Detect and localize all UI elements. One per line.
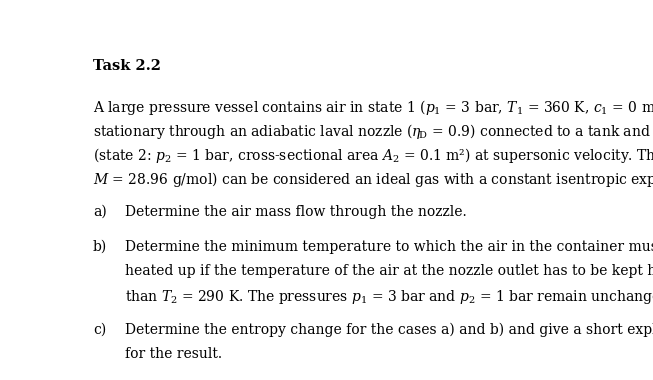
Text: A large pressure vessel contains air in state 1 ($p_1$ = 3 bar, $T_1$ = 360 K, $: A large pressure vessel contains air in … xyxy=(93,98,653,117)
Text: Determine the air mass flow through the nozzle.: Determine the air mass flow through the … xyxy=(125,205,466,219)
Text: b): b) xyxy=(93,240,107,254)
Text: a): a) xyxy=(93,205,106,219)
Text: heated up if the temperature of the air at the nozzle outlet has to be kept high: heated up if the temperature of the air … xyxy=(125,264,653,278)
Text: c): c) xyxy=(93,323,106,337)
Text: (state 2: $p_2$ = 1 bar, cross-sectional area $A_2$ = 0.1 m²) at supersonic velo: (state 2: $p_2$ = 1 bar, cross-sectional… xyxy=(93,146,653,165)
Text: Determine the minimum temperature to which the air in the container must be: Determine the minimum temperature to whi… xyxy=(125,240,653,254)
Text: Task 2.2: Task 2.2 xyxy=(93,59,161,73)
Text: $M$ = 28.96 g/mol) can be considered an ideal gas with a constant isentropic exp: $M$ = 28.96 g/mol) can be considered an … xyxy=(93,170,653,189)
Text: stationary through an adiabatic laval nozzle ($\eta_{\!\mathrm{D}}$ = 0.9) conne: stationary through an adiabatic laval no… xyxy=(93,122,653,141)
Text: than $T_2$ = 290 K. The pressures $p_1$ = 3 bar and $p_2$ = 1 bar remain unchang: than $T_2$ = 290 K. The pressures $p_1$ … xyxy=(125,288,653,306)
Text: for the result.: for the result. xyxy=(125,347,222,361)
Text: Determine the entropy change for the cases a) and b) and give a short explanatio: Determine the entropy change for the cas… xyxy=(125,323,653,337)
